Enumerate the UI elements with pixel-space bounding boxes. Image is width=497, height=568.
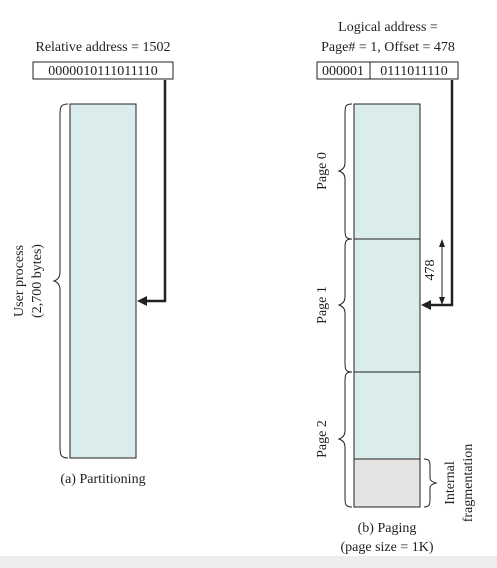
logical-address-arrowhead	[421, 300, 431, 310]
internal-fragmentation-label-line1: Internal	[443, 461, 458, 505]
memory-addressing-diagram: Relative address = 1502 0000010111011110…	[12, 20, 476, 555]
page-0-brace	[337, 103, 353, 240]
page-0-label: Page 0	[315, 152, 330, 190]
user-process-label-line2: (2,700 bytes)	[30, 244, 45, 318]
page-2-brace	[337, 371, 353, 508]
paging-caption-line1: (b) Paging	[358, 521, 417, 536]
offset-dimension-label: 478	[423, 260, 438, 281]
logical-address-label-line1: Logical address =	[338, 20, 438, 35]
partitioning-panel: Relative address = 1502 0000010111011110…	[12, 40, 174, 487]
logical-address-box	[316, 61, 459, 80]
paged-memory-column	[353, 103, 421, 460]
internal-fragmentation-block	[353, 458, 421, 508]
user-process-brace	[52, 103, 69, 459]
logical-address-pointer	[425, 80, 454, 307]
bottom-band	[0, 556, 497, 568]
logical-address-label-line2: Page# = 1, Offset = 478	[321, 40, 455, 55]
offset-bits: 0111011110	[380, 64, 447, 79]
relative-address-bits: 0000010111011110	[48, 64, 157, 79]
page-number-bits: 000001	[322, 64, 364, 79]
relative-address-pointer	[140, 80, 167, 303]
user-process-block	[69, 103, 137, 459]
partitioning-caption: (a) Partitioning	[60, 472, 145, 487]
relative-address-label: Relative address = 1502	[35, 40, 170, 55]
page-1-label: Page 1	[315, 286, 330, 324]
offset-dimension-arrow-bottom	[439, 297, 445, 305]
relative-address-arrowhead	[137, 296, 147, 306]
user-process-label-line1: User process	[12, 245, 27, 317]
internal-fragmentation-brace	[423, 458, 438, 508]
offset-dimension-arrow-top	[439, 239, 445, 247]
internal-fragmentation-label-line2: fragmentation	[461, 444, 476, 523]
page-1-brace	[337, 238, 353, 373]
relative-address-box	[32, 61, 174, 80]
paging-caption-line2: (page size = 1K)	[340, 540, 433, 555]
page-2-label: Page 2	[315, 420, 330, 458]
paging-panel: Logical address = Page# = 1, Offset = 47…	[315, 20, 476, 555]
